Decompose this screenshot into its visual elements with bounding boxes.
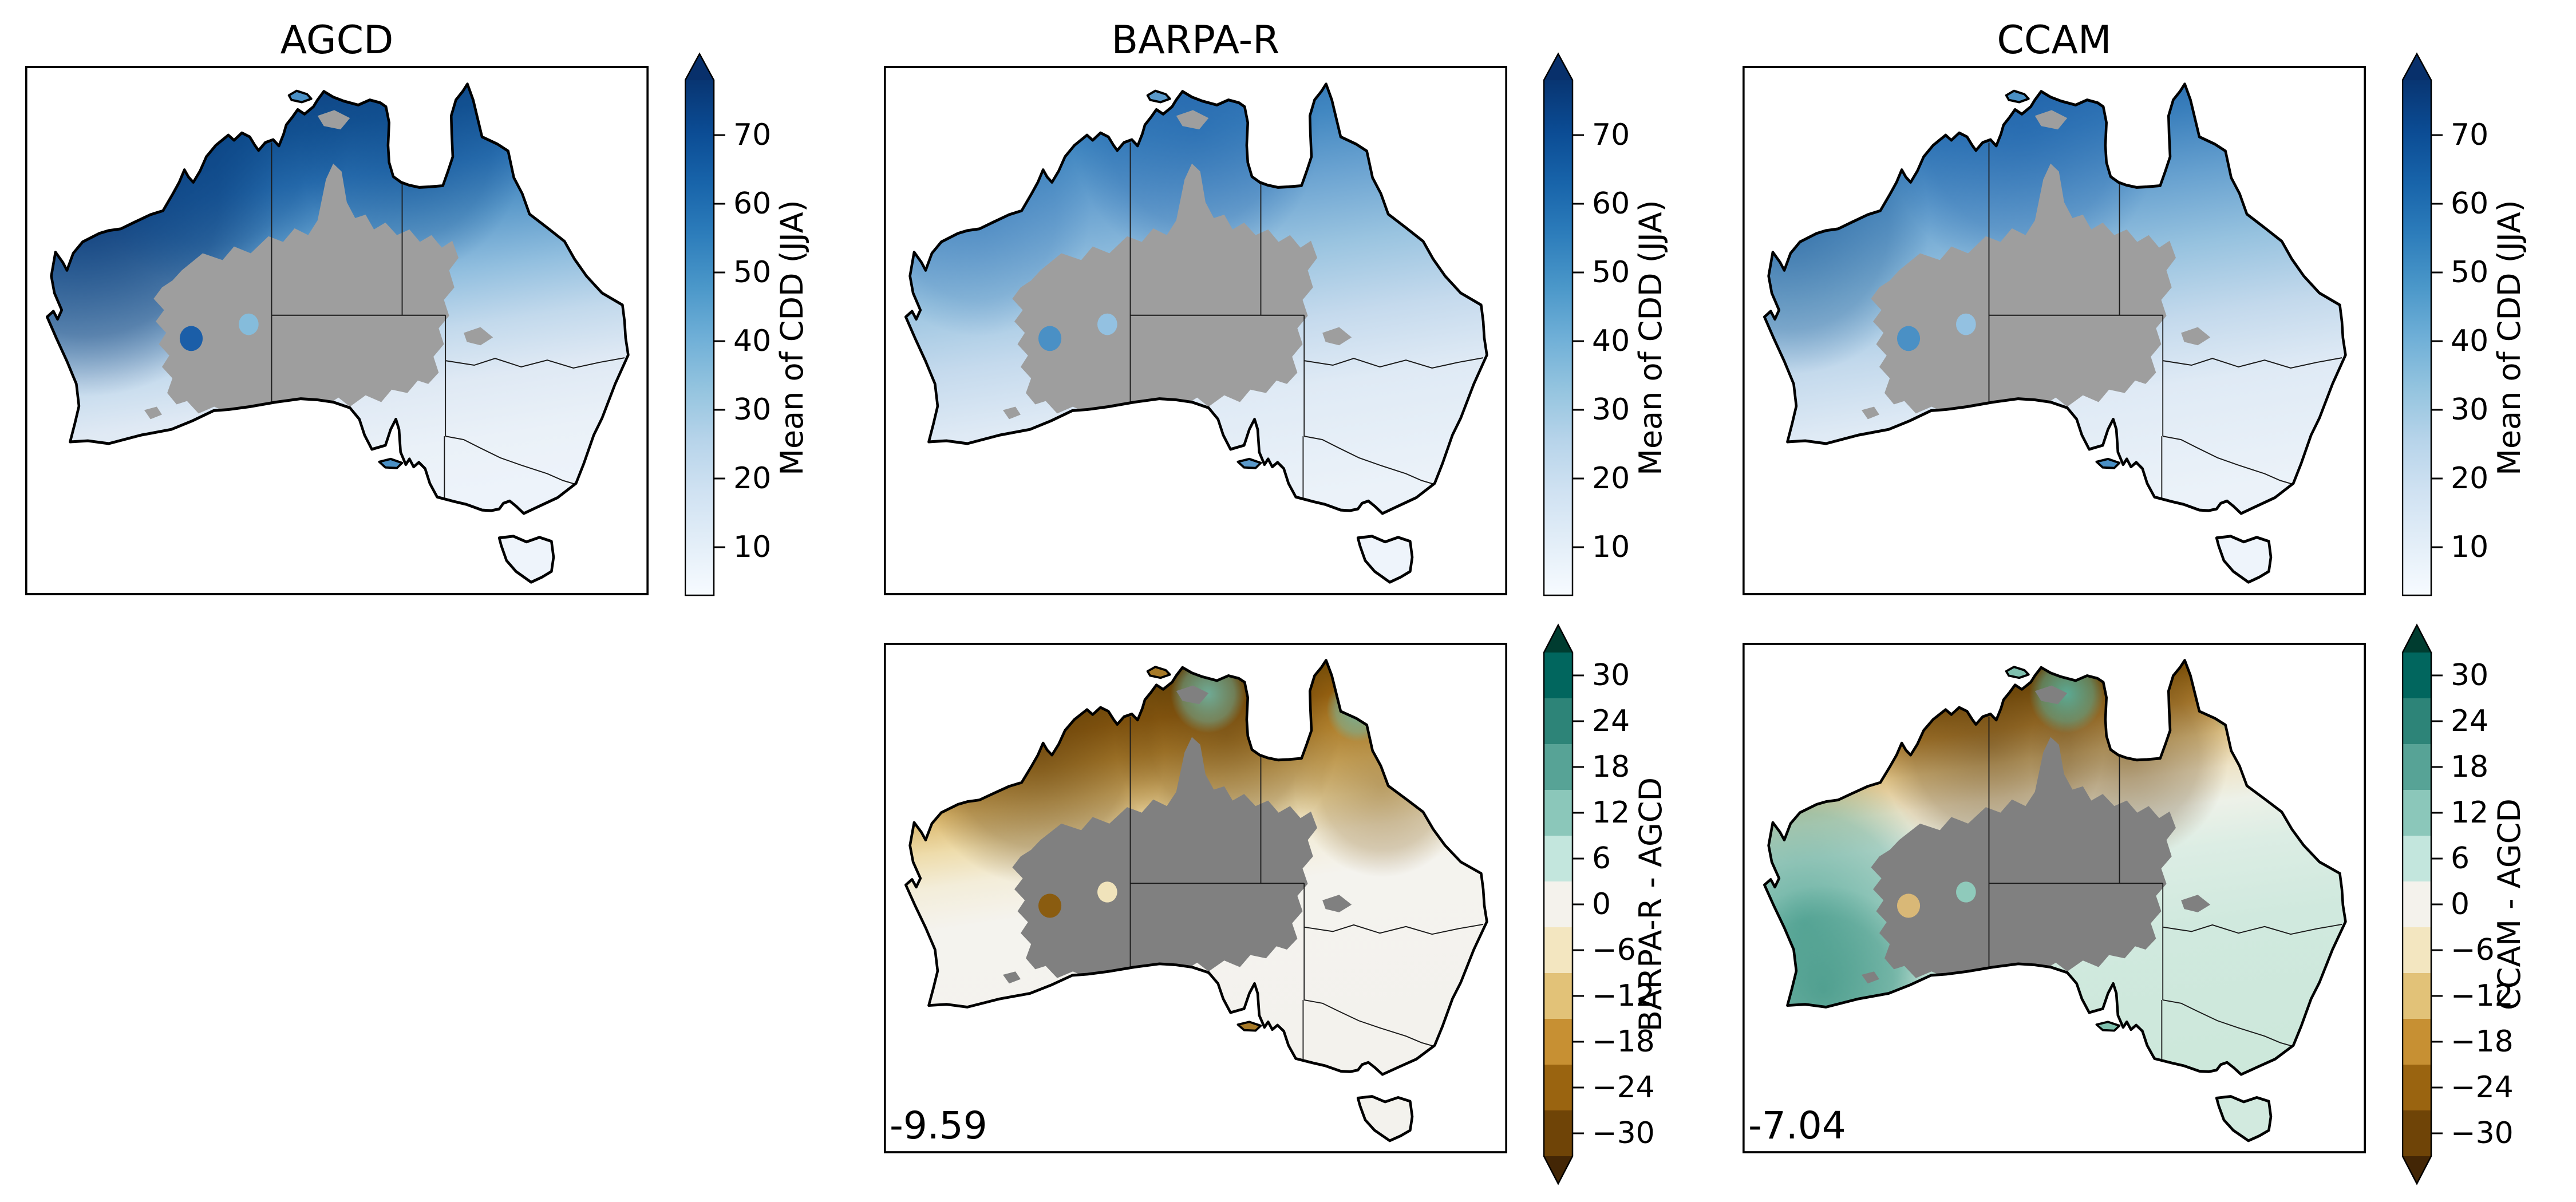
colorbar-canvas-ccam_diff: 30 24 18 12 6 0 −6 −12 −18 −24 −30 xyxy=(2401,623,2514,1185)
panel-title-agcd: AGCD xyxy=(280,18,394,63)
svg-text:−24: −24 xyxy=(1592,1070,1655,1105)
svg-text:24: 24 xyxy=(2451,704,2488,738)
svg-text:30: 30 xyxy=(1592,658,1630,693)
svg-text:20: 20 xyxy=(1592,461,1630,496)
map-canvas-ccam_diff xyxy=(1743,643,2366,1153)
mean-bias-annotation-barpa: -9.59 xyxy=(890,1104,987,1148)
colorbar-label-barpa-diff: BARPA-R - AGCD xyxy=(1633,777,1669,1032)
svg-text:50: 50 xyxy=(733,255,771,290)
svg-text:−6: −6 xyxy=(1592,933,1636,967)
colorbar-mean-agcd: 70 60 50 40 30 20 10 xyxy=(684,49,874,601)
svg-text:20: 20 xyxy=(733,461,771,496)
svg-text:12: 12 xyxy=(1592,796,1630,830)
svg-text:6: 6 xyxy=(1592,841,1611,876)
colorbar-canvas-ccam: 70 60 50 40 30 20 10 xyxy=(2401,52,2488,596)
map-panel-agcd xyxy=(25,66,649,595)
colorbar-diff-ccam: 30 24 18 12 6 0 −6 −12 −18 −24 −30 xyxy=(2401,620,2576,1191)
map-canvas-barpa_diff xyxy=(884,643,1507,1153)
map-panel-ccam xyxy=(1743,66,2366,595)
svg-text:0: 0 xyxy=(1592,887,1611,922)
svg-text:30: 30 xyxy=(733,393,771,427)
svg-text:24: 24 xyxy=(1592,704,1630,738)
svg-text:40: 40 xyxy=(1592,324,1630,358)
svg-text:40: 40 xyxy=(733,324,771,358)
mean-bias-annotation-ccam: -7.04 xyxy=(1748,1104,1846,1148)
svg-text:−12: −12 xyxy=(2451,979,2514,1013)
map-canvas-ccam xyxy=(1743,66,2366,595)
svg-text:40: 40 xyxy=(2451,324,2488,358)
svg-text:−18: −18 xyxy=(1592,1025,1655,1059)
svg-text:−24: −24 xyxy=(2451,1070,2514,1105)
svg-text:−30: −30 xyxy=(1592,1116,1655,1150)
colorbar-canvas-agcd: 70 60 50 40 30 20 10 xyxy=(684,52,771,596)
colorbar-diff-barpa-r: 30 24 18 12 6 0 −6 −12 −18 −24 −30 xyxy=(1543,620,1732,1191)
colorbar-mean-ccam: 70 60 50 40 30 20 10 xyxy=(2401,49,2576,601)
map-panel-barpa-r-minus-agcd xyxy=(884,643,1507,1153)
panel-title-ccam: CCAM xyxy=(1997,18,2112,63)
svg-text:70: 70 xyxy=(733,118,771,152)
panel-title-barpa: BARPA-R xyxy=(1111,18,1280,63)
map-canvas-barpa xyxy=(884,66,1507,595)
svg-text:70: 70 xyxy=(2451,118,2488,152)
svg-text:30: 30 xyxy=(1592,393,1630,427)
svg-text:60: 60 xyxy=(733,187,771,221)
svg-text:0: 0 xyxy=(2451,887,2470,922)
map-panel-barpa-r xyxy=(884,66,1507,595)
svg-text:−6: −6 xyxy=(2451,933,2495,967)
map-panel-ccam-minus-agcd xyxy=(1743,643,2366,1153)
colorbar-canvas-barpa_diff: 30 24 18 12 6 0 −6 −12 −18 −24 −30 xyxy=(1543,623,1655,1185)
svg-text:30: 30 xyxy=(2451,393,2488,427)
svg-text:60: 60 xyxy=(2451,187,2488,221)
svg-text:20: 20 xyxy=(2451,461,2488,496)
map-canvas-agcd xyxy=(25,66,649,595)
colorbar-label-ccam-diff: CCAM - AGCD xyxy=(2491,798,2527,1010)
svg-text:−30: −30 xyxy=(2451,1116,2514,1150)
colorbar-label-mean-barpa-r: Mean of CDD (JJA) xyxy=(1633,200,1669,476)
svg-text:30: 30 xyxy=(2451,658,2488,693)
svg-text:6: 6 xyxy=(2451,841,2470,876)
svg-text:50: 50 xyxy=(1592,255,1630,290)
colorbar-label-mean-agcd: Mean of CDD (JJA) xyxy=(774,200,810,476)
svg-text:50: 50 xyxy=(2451,255,2488,290)
svg-text:60: 60 xyxy=(1592,187,1630,221)
svg-text:10: 10 xyxy=(733,530,771,564)
svg-text:10: 10 xyxy=(2451,530,2488,564)
svg-text:−12: −12 xyxy=(1592,979,1655,1013)
colorbar-canvas-barpa: 70 60 50 40 30 20 10 xyxy=(1543,52,1630,596)
colorbar-mean-barpa-r: 70 60 50 40 30 20 10 xyxy=(1543,49,1732,601)
svg-text:−18: −18 xyxy=(2451,1025,2514,1059)
svg-text:12: 12 xyxy=(2451,796,2488,830)
colorbar-label-mean-ccam: Mean of CDD (JJA) xyxy=(2491,200,2527,476)
svg-text:18: 18 xyxy=(2451,750,2488,784)
svg-text:10: 10 xyxy=(1592,530,1630,564)
svg-text:18: 18 xyxy=(1592,750,1630,784)
svg-text:70: 70 xyxy=(1592,118,1630,152)
